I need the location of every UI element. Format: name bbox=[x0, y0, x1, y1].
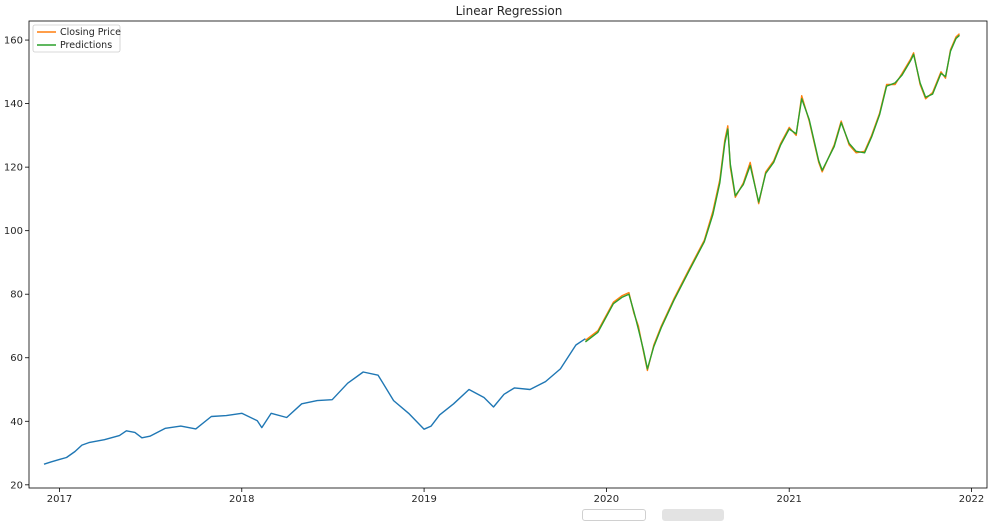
closing-price-line bbox=[584, 33, 960, 372]
x-tick-label: 2017 bbox=[47, 494, 72, 505]
x-tick-label: 2022 bbox=[959, 494, 984, 505]
x-tick-label: 2021 bbox=[776, 494, 801, 505]
plot-frame bbox=[28, 20, 988, 489]
x-tick-label: 2020 bbox=[594, 494, 619, 505]
y-tick-label: 40 bbox=[10, 417, 23, 428]
series-layer bbox=[43, 33, 960, 465]
y-tick-label: 60 bbox=[10, 353, 23, 364]
y-tick-label: 20 bbox=[10, 480, 23, 491]
x-tick-label: 2018 bbox=[229, 494, 254, 505]
training-series-line bbox=[43, 338, 586, 465]
legend-label-predictions: Predictions bbox=[60, 40, 112, 51]
y-axis: 20 40 60 80 100 120 140 160 bbox=[4, 36, 29, 491]
x-tick-label: 2019 bbox=[411, 494, 436, 505]
y-tick-label: 160 bbox=[4, 36, 23, 47]
y-tick-label: 100 bbox=[4, 226, 23, 237]
predictions-line bbox=[584, 34, 960, 370]
legend: Closing Price Predictions bbox=[32, 24, 121, 53]
overlay-button-light[interactable] bbox=[582, 509, 646, 521]
y-tick-label: 80 bbox=[10, 290, 23, 301]
y-tick-label: 140 bbox=[4, 99, 23, 110]
x-axis: 2017 2018 2019 2020 2021 2022 bbox=[47, 488, 984, 505]
overlay-button-gray[interactable] bbox=[662, 509, 724, 521]
legend-label-closing-price: Closing Price bbox=[60, 27, 121, 38]
y-tick-label: 120 bbox=[4, 163, 23, 174]
chart-title: Linear Regression bbox=[456, 4, 563, 18]
